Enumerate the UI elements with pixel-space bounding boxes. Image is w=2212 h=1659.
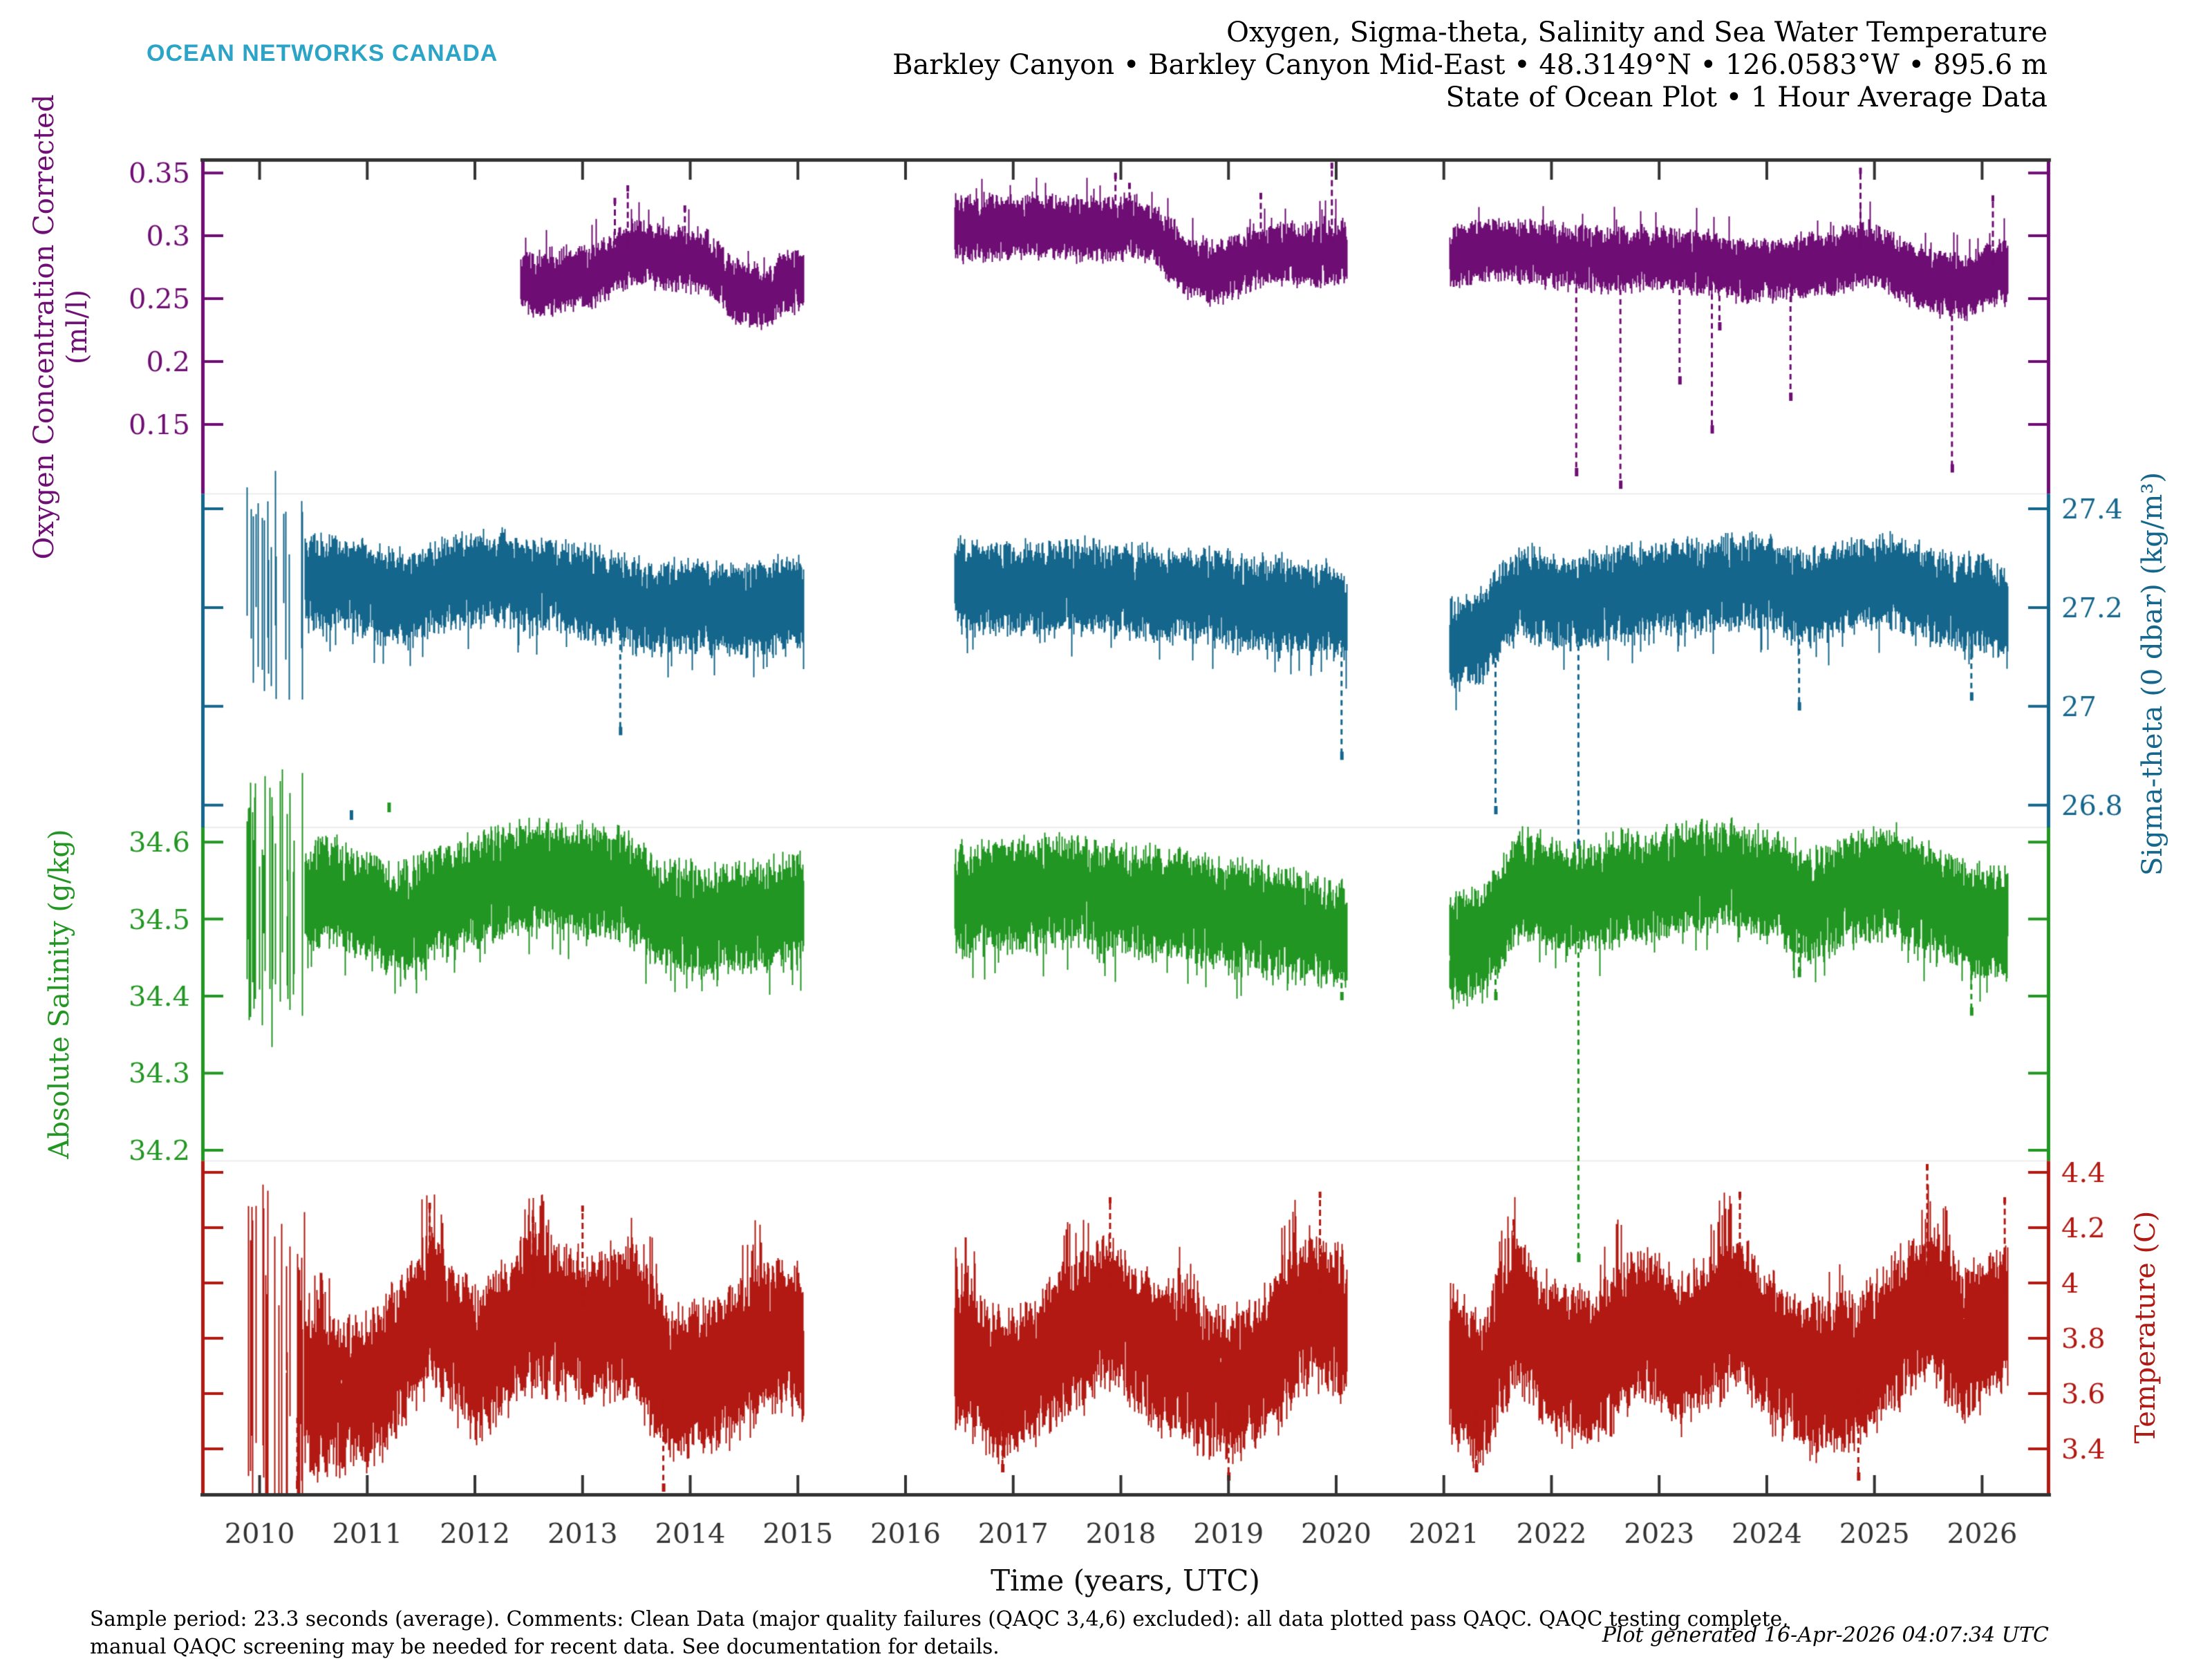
ocean-networks-canada-logo: OCEAN NETWORKS CANADA xyxy=(147,40,498,66)
plot-title-line-2: Barkley Canyon • Barkley Canyon Mid-East… xyxy=(892,49,2047,81)
sigma-theta-axis-label: Sigma-theta (0 dbar) (kg/m³) xyxy=(2136,472,2169,876)
sigma-theta-axis-label-line1: Sigma-theta (0 dbar) (kg/m³) xyxy=(2137,471,2168,877)
oxygen-axis-label-line1: Oxygen Concentration Corrected xyxy=(28,94,60,560)
temperature-axis-label-line1: Temperature (C) xyxy=(2130,1210,2162,1444)
oxygen-axis-label: Oxygen Concentration Corrected (ml/l) xyxy=(28,95,94,560)
plot-title-line-1: Oxygen, Sigma-theta, Salinity and Sea Wa… xyxy=(1226,17,2047,48)
oxygen-axis-label-line2: (ml/l) xyxy=(62,289,93,365)
footer-comments-line2: manual QAQC screening may be needed for … xyxy=(90,1635,1000,1658)
plot-generated-timestamp: Plot generated 16-Apr-2026 04:07:34 UTC xyxy=(1602,1623,2049,1647)
x-axis-label: Time (years, UTC) xyxy=(991,1564,1260,1597)
plot-title-block: Oxygen, Sigma-theta, Salinity and Sea Wa… xyxy=(892,17,2047,114)
salinity-axis-label: Absolute Salinity (g/kg) xyxy=(43,829,76,1159)
footer-comments-line1: Sample period: 23.3 seconds (average). C… xyxy=(90,1607,1789,1631)
salinity-axis-label-line1: Absolute Salinity (g/kg) xyxy=(44,829,75,1159)
temperature-axis-label: Temperature (C) xyxy=(2129,1211,2162,1444)
plot-title-line-3: State of Ocean Plot • 1 Hour Average Dat… xyxy=(1445,82,2047,113)
footer-comments: Sample period: 23.3 seconds (average). C… xyxy=(90,1605,1789,1659)
